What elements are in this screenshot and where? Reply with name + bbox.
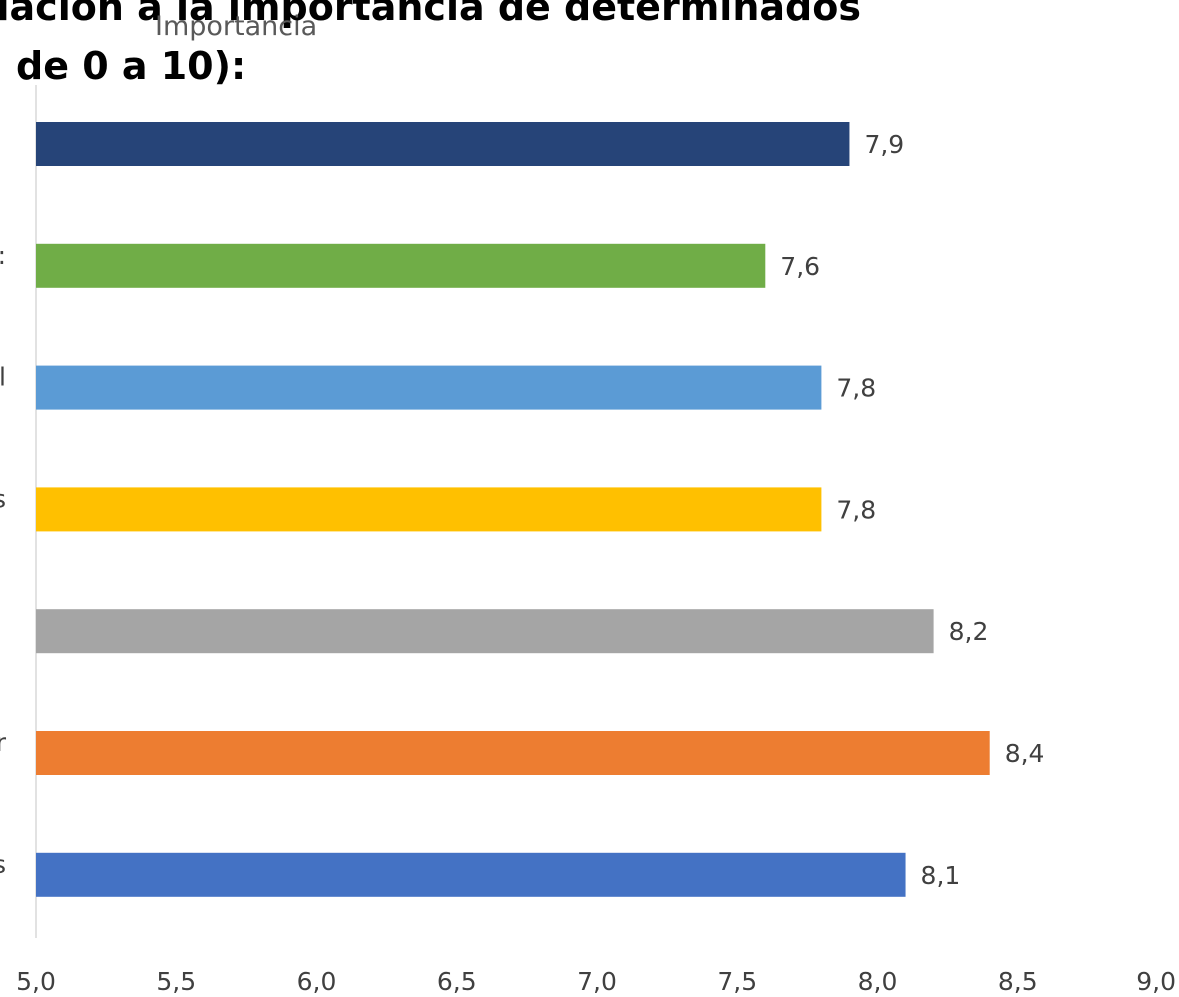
category-label: s: [0, 850, 6, 879]
category-label: :: [0, 241, 6, 270]
x-tick-label: 8,5: [998, 967, 1038, 996]
category-labels: : l s r s: [0, 241, 7, 879]
bar: [36, 852, 906, 897]
x-tick-label: 6,0: [297, 967, 337, 996]
bar: [36, 487, 822, 532]
chart-title-line-1: relación a la importancia de determinado…: [0, 0, 861, 29]
x-axis-ticks: 5,0 5,5 6,0 6,5 7,0 7,5 8,0 8,5 9,0: [16, 967, 1176, 996]
bar: [36, 609, 934, 654]
category-label: s: [0, 484, 6, 513]
chart-legend: Importancia: [155, 11, 317, 42]
x-tick-label: 5,5: [156, 967, 196, 996]
chart-title: relación a la importancia de determinado…: [0, 0, 861, 88]
bar: [36, 365, 822, 410]
data-label: 8,4: [1005, 739, 1045, 768]
bar: [36, 243, 766, 288]
bar: [36, 731, 990, 775]
bar: [36, 122, 850, 166]
x-tick-label: 9,0: [1136, 967, 1176, 996]
category-label: l: [0, 363, 6, 392]
legend-entry: Importancia: [155, 11, 317, 42]
data-label: 7,8: [836, 374, 876, 403]
data-label: 8,2: [949, 617, 989, 646]
x-tick-label: 6,5: [437, 967, 477, 996]
data-label: 7,6: [780, 252, 820, 281]
category-label: r: [0, 728, 7, 757]
x-tick-label: 8,0: [858, 967, 898, 996]
data-label: 8,1: [921, 861, 961, 890]
data-label: 7,8: [836, 495, 876, 524]
x-tick-label: 7,5: [717, 967, 757, 996]
data-label: 7,9: [864, 130, 904, 159]
data-labels: 7,9 7,6 7,8 7,8 8,2 8,4 8,1: [780, 130, 1044, 890]
x-tick-label: 7,0: [577, 967, 617, 996]
x-tick-label: 5,0: [16, 967, 56, 996]
bars: [36, 122, 990, 897]
chart-title-line-2: de 0 a 10):: [16, 44, 246, 88]
